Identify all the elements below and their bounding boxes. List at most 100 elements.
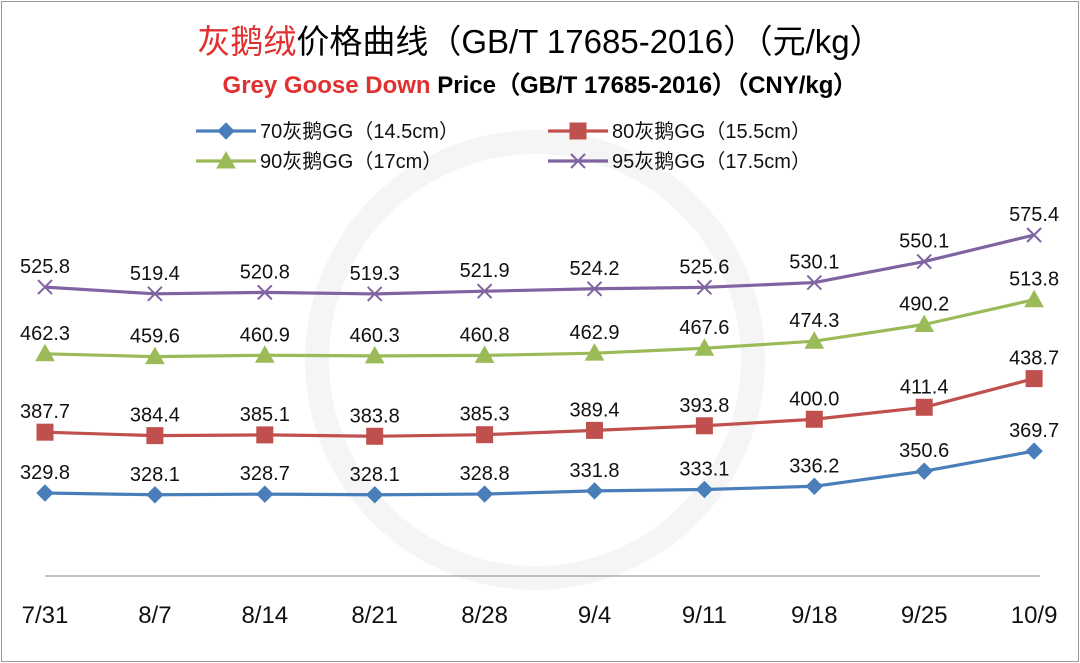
data-label: 490.2 xyxy=(899,294,949,316)
data-point xyxy=(695,480,714,499)
x-tick-label: 8/14 xyxy=(241,602,288,629)
legend-label: 95灰鹅GG（17.5cm） xyxy=(612,150,811,173)
data-label: 474.3 xyxy=(789,310,839,332)
data-point xyxy=(366,427,384,445)
data-point xyxy=(915,462,933,480)
data-label: 328.7 xyxy=(240,463,290,485)
x-tick-label: 9/4 xyxy=(578,602,611,629)
data-label: 384.4 xyxy=(130,405,180,427)
data-point xyxy=(805,410,823,428)
x-tick-label: 9/18 xyxy=(791,602,838,629)
legend-marker xyxy=(569,122,587,140)
data-point xyxy=(36,484,54,502)
legend-label: 90灰鹅GG（17cm） xyxy=(260,150,442,173)
data-label: 530.1 xyxy=(789,252,839,274)
chart-title-highlight: 灰鹅绒 xyxy=(197,23,297,60)
data-label: 328.8 xyxy=(460,463,510,485)
data-label: 387.7 xyxy=(20,401,70,423)
chart-title-rest: 价格曲线（GB/T 17685-2016）（元/kg） xyxy=(296,23,883,60)
data-point xyxy=(146,427,164,445)
data-point xyxy=(586,421,603,439)
data-label: 467.6 xyxy=(679,317,729,339)
data-point xyxy=(36,423,54,441)
data-label: 333.1 xyxy=(679,459,729,481)
x-tick-label: 10/9 xyxy=(1011,602,1058,629)
data-label: 385.1 xyxy=(240,404,290,426)
data-point xyxy=(694,338,715,356)
data-label: 328.1 xyxy=(350,464,400,486)
data-label: 519.3 xyxy=(350,263,400,285)
data-label: 524.2 xyxy=(569,258,619,280)
data-label: 575.4 xyxy=(1009,204,1059,226)
chart-subtitle-rest: Price（GB/T 17685-2016）（CNY/kg） xyxy=(430,72,858,99)
data-point xyxy=(256,485,274,503)
data-point xyxy=(915,398,933,416)
data-point xyxy=(364,345,385,364)
data-point xyxy=(256,426,274,444)
data-point xyxy=(476,426,494,444)
data-label: 521.9 xyxy=(460,260,510,282)
data-label: 411.4 xyxy=(900,376,949,398)
data-point xyxy=(37,279,53,295)
data-label: 385.3 xyxy=(460,404,510,426)
chart-title: 灰鹅绒价格曲线（GB/T 17685-2016）（元/kg） xyxy=(0,22,1080,62)
legend-marker xyxy=(217,122,235,140)
x-tick-label: 7/31 xyxy=(22,602,69,629)
data-point xyxy=(586,281,603,297)
data-label: 459.6 xyxy=(130,326,180,348)
data-point xyxy=(1026,227,1042,243)
data-label: 329.8 xyxy=(20,462,70,484)
data-label: 525.8 xyxy=(20,256,70,278)
data-point xyxy=(695,417,713,435)
data-point xyxy=(914,314,935,333)
data-point xyxy=(365,486,384,504)
chart-subtitle-highlight: Grey Goose Down xyxy=(222,72,431,99)
data-point xyxy=(696,279,713,296)
x-tick-label: 9/25 xyxy=(901,602,948,629)
data-label: 328.1 xyxy=(130,464,180,486)
legend-label: 80灰鹅GG（15.5cm） xyxy=(612,120,811,143)
data-point xyxy=(584,343,605,361)
data-label: 393.8 xyxy=(679,395,729,417)
data-label: 389.4 xyxy=(569,399,619,421)
legend-label: 70灰鹅GG（14.5cm） xyxy=(260,120,459,143)
data-point xyxy=(254,345,275,363)
data-point xyxy=(585,482,604,500)
data-label: 400.0 xyxy=(789,388,839,410)
data-label: 460.9 xyxy=(240,324,290,346)
data-label: 369.7 xyxy=(1009,420,1059,442)
x-tick-label: 8/7 xyxy=(138,602,171,629)
data-label: 438.7 xyxy=(1009,348,1059,370)
data-point xyxy=(474,345,495,363)
data-label: 525.6 xyxy=(679,256,729,278)
x-tick-label: 8/28 xyxy=(461,602,508,629)
data-label: 383.8 xyxy=(350,405,400,427)
data-point xyxy=(147,286,163,302)
data-label: 350.6 xyxy=(899,440,949,462)
data-label: 513.8 xyxy=(1009,269,1059,291)
data-point xyxy=(35,343,55,362)
legend-marker xyxy=(570,153,586,169)
chart-subtitle: Grey Goose Down Price（GB/T 17685-2016）（C… xyxy=(0,70,1080,102)
data-label: 520.8 xyxy=(240,261,290,283)
data-label: 331.8 xyxy=(569,460,619,482)
data-point xyxy=(145,346,165,365)
data-label: 336.2 xyxy=(789,455,839,477)
data-point xyxy=(1025,442,1043,460)
series-line xyxy=(44,298,1035,359)
data-point xyxy=(916,253,932,270)
data-label: 462.9 xyxy=(569,322,619,344)
data-label: 460.3 xyxy=(350,325,400,347)
x-tick-label: 8/21 xyxy=(351,602,398,629)
series-line xyxy=(44,233,1035,296)
data-point xyxy=(1024,289,1044,308)
data-point xyxy=(806,274,823,291)
data-point xyxy=(146,486,164,504)
data-point xyxy=(1025,370,1043,388)
x-tick-label: 9/11 xyxy=(682,602,727,629)
data-point xyxy=(257,284,273,301)
data-label: 519.4 xyxy=(130,263,180,285)
data-point xyxy=(475,485,494,503)
